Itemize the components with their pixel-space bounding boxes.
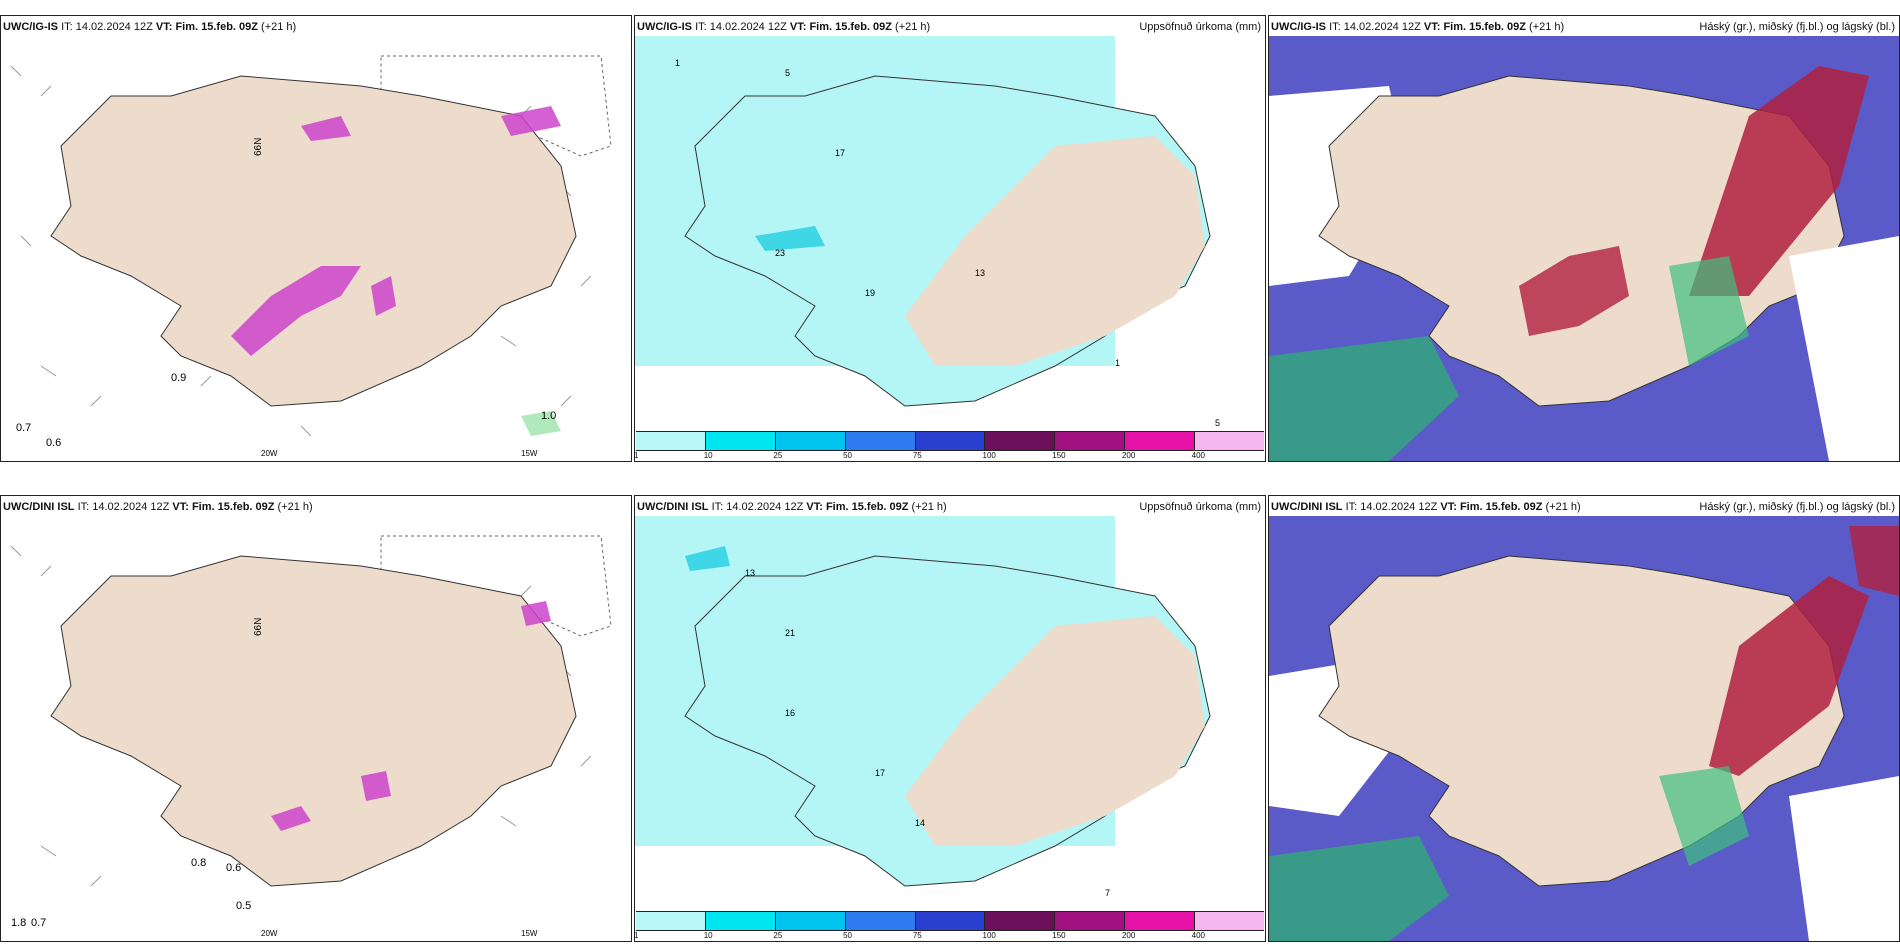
svg-text:5: 5 [785,68,790,78]
panel-title: UWC/IG-IS IT: 14.02.2024 12Z VT: Fim. 15… [3,21,297,33]
map-wind-snow: 0.8 0.6 1.8 0.7 0.5 66N 20W 15W [1,516,631,941]
legend-swatch [1125,912,1196,930]
legend-swatch [705,912,776,930]
precip-legend-bar [636,431,1265,451]
svg-text:16: 16 [785,708,795,718]
svg-text:17: 17 [835,148,845,158]
svg-text:1: 1 [1115,358,1120,368]
svg-text:7: 7 [1105,888,1110,898]
precip-legend-labels: 1 10 25 50 75 100 150 200 400 [634,931,1206,940]
panel-title: UWC/DINI ISL IT: 14.02.2024 12Z VT: Fim.… [3,501,313,513]
svg-text:0.7: 0.7 [31,917,46,929]
legend-swatch [775,912,846,930]
svg-text:21: 21 [785,628,795,638]
legend-swatch [636,432,706,450]
panel-title: UWC/IG-IS IT: 14.02.2024 12Z VT: Fim. 15… [637,21,1261,33]
svg-text:0.6: 0.6 [46,437,61,449]
panel-title: UWC/IG-IS IT: 14.02.2024 12Z VT: Fim. 15… [1271,21,1895,33]
svg-text:20W: 20W [261,929,278,938]
map-clouds [1269,516,1899,941]
svg-text:1.8: 1.8 [11,917,26,929]
panel-title: UWC/DINI ISL IT: 14.02.2024 12Z VT: Fim.… [637,501,1261,513]
svg-text:0.9: 0.9 [171,372,186,384]
precip-legend-bar [636,911,1265,931]
legend-swatch [915,432,986,450]
svg-text:1.0: 1.0 [541,410,556,422]
legend-swatch [1055,432,1126,450]
legend-swatch [636,912,706,930]
legend-swatch [775,432,846,450]
legend-swatch [985,912,1056,930]
svg-text:13: 13 [975,268,985,278]
map-precip: 13 21 16 17 14 7 [635,516,1265,941]
svg-text:13: 13 [745,568,755,578]
svg-text:0.6: 0.6 [226,862,241,874]
svg-text:20W: 20W [261,449,278,458]
panel-dini-clouds: UWC/DINI ISL IT: 14.02.2024 12Z VT: Fim.… [1268,495,1900,942]
map-clouds [1269,36,1899,461]
legend-swatch [1195,432,1265,450]
svg-text:15W: 15W [521,449,538,458]
panel-dini-wind: UWC/DINI ISL IT: 14.02.2024 12Z VT: Fim.… [0,495,632,942]
map-wind-snow: 0.7 0.6 0.9 1.0 66N 20W 15W [1,36,631,461]
svg-text:0.7: 0.7 [16,422,31,434]
svg-text:0.5: 0.5 [236,900,251,912]
svg-text:19: 19 [865,288,875,298]
svg-text:66N: 66N [253,618,264,636]
precip-legend-labels: 1 10 25 50 75 100 150 200 400 [634,451,1206,460]
svg-text:15W: 15W [521,929,538,938]
svg-text:0.8: 0.8 [191,857,206,869]
panel-igis-wind: UWC/IG-IS IT: 14.02.2024 12Z VT: Fim. 15… [0,15,632,462]
legend-swatch [705,432,776,450]
map-precip: 1 5 17 23 19 13 1 5 [635,36,1265,461]
panel-title: UWC/DINI ISL IT: 14.02.2024 12Z VT: Fim.… [1271,501,1895,513]
panel-igis-clouds: UWC/IG-IS IT: 14.02.2024 12Z VT: Fim. 15… [1268,15,1900,462]
svg-text:66N: 66N [253,138,264,156]
svg-text:5: 5 [1215,418,1220,428]
svg-text:1: 1 [675,58,680,68]
legend-swatch [1125,432,1196,450]
legend-swatch [1195,912,1265,930]
svg-text:23: 23 [775,248,785,258]
panel-igis-precip: UWC/IG-IS IT: 14.02.2024 12Z VT: Fim. 15… [634,15,1266,462]
legend-swatch [985,432,1056,450]
svg-text:17: 17 [875,768,885,778]
legend-swatch [845,432,916,450]
svg-text:14: 14 [915,818,925,828]
legend-swatch [845,912,916,930]
legend-swatch [1055,912,1126,930]
panel-dini-precip: UWC/DINI ISL IT: 14.02.2024 12Z VT: Fim.… [634,495,1266,942]
legend-swatch [915,912,986,930]
